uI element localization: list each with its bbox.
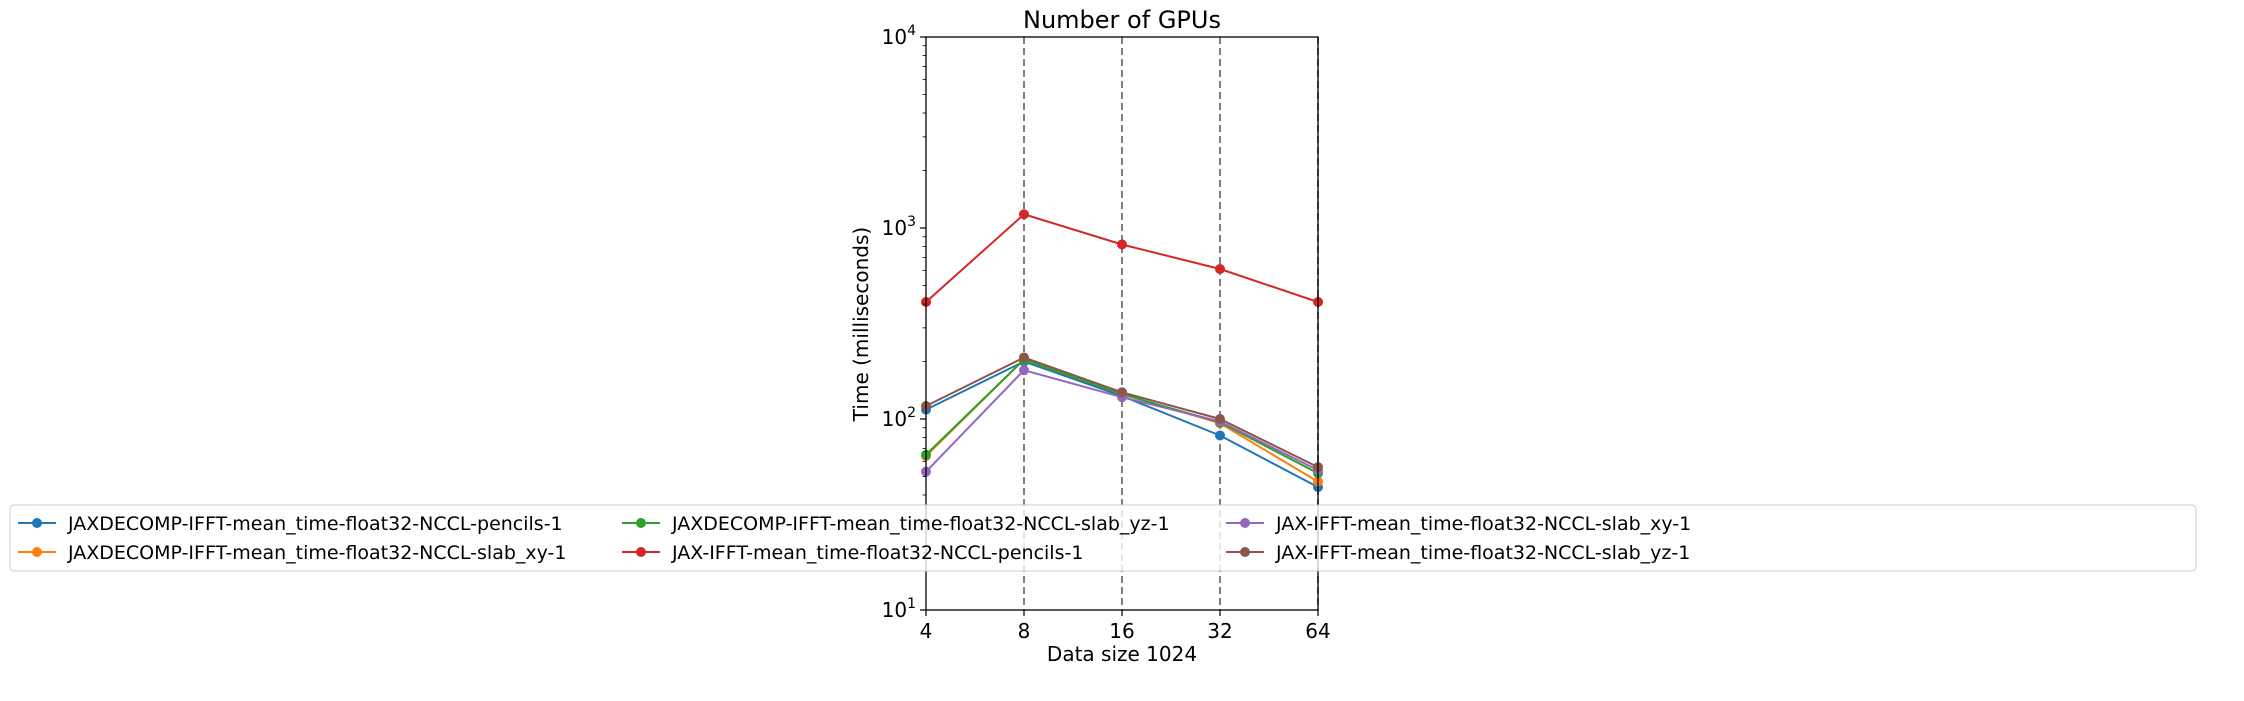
legend-entry: JAXDECOMP-IFFT-mean_time-float32-NCCL-sl… xyxy=(622,513,1170,535)
data-point xyxy=(1117,239,1127,250)
legend-marker xyxy=(32,547,42,557)
y-tick-label: 104 xyxy=(882,23,916,49)
legend-label: JAX-IFFT-mean_time-float32-NCCL-slab_xy-… xyxy=(1275,513,1691,535)
x-axis-ticks: 4 8 16 32 64 xyxy=(920,610,1331,643)
legend: JAXDECOMP-IFFT-mean_time-float32-NCCL-pe… xyxy=(9,504,2197,572)
x-tick-label: 16 xyxy=(1109,619,1134,643)
series-layer xyxy=(921,209,1323,493)
legend-marker xyxy=(636,547,646,557)
legend-marker xyxy=(1240,518,1250,528)
legend-label: JAXDECOMP-IFFT-mean_time-float32-NCCL-sl… xyxy=(671,513,1170,535)
legend-entry: JAX-IFFT-mean_time-float32-NCCL-slab_xy-… xyxy=(1226,513,1691,535)
legend-entry: JAX-IFFT-mean_time-float32-NCCL-pencils-… xyxy=(622,542,1083,564)
legend-label: JAXDECOMP-IFFT-mean_time-float32-NCCL-pe… xyxy=(67,513,563,535)
data-point xyxy=(1215,264,1225,275)
x-tick-label: 64 xyxy=(1305,619,1330,643)
data-point xyxy=(1019,209,1029,220)
legend-label: JAX-IFFT-mean_time-float32-NCCL-slab_yz-… xyxy=(1275,542,1690,564)
data-point xyxy=(1019,365,1029,376)
data-point xyxy=(1019,352,1029,363)
y-tick-label: 102 xyxy=(882,405,916,431)
x-tick-label: 4 xyxy=(920,619,933,643)
legend-marker xyxy=(1240,547,1250,557)
x-tick-label: 32 xyxy=(1207,619,1232,643)
x-axis-label: Data size 1024 xyxy=(1047,642,1197,666)
legend-label: JAXDECOMP-IFFT-mean_time-float32-NCCL-sl… xyxy=(67,542,567,564)
legend-entry: JAX-IFFT-mean_time-float32-NCCL-slab_yz-… xyxy=(1226,542,1690,564)
legend-marker xyxy=(636,518,646,528)
legend-label: JAX-IFFT-mean_time-float32-NCCL-pencils-… xyxy=(671,542,1083,564)
legend-marker xyxy=(32,518,42,528)
y-axis-label: Time (milliseconds) xyxy=(849,227,873,422)
x-tick-label: 8 xyxy=(1018,619,1031,643)
data-point xyxy=(1215,430,1225,441)
series-4 xyxy=(921,209,1323,307)
y-axis-ticks: 101 102 103 104 xyxy=(882,23,926,622)
legend-box xyxy=(9,504,2197,572)
y-tick-label: 101 xyxy=(882,596,916,622)
legend-entry: JAXDECOMP-IFFT-mean_time-float32-NCCL-sl… xyxy=(18,542,567,564)
data-point xyxy=(1215,414,1225,424)
chart-title: Number of GPUs xyxy=(1023,6,1221,34)
y-tick-label: 103 xyxy=(882,214,916,240)
legend-entry: JAXDECOMP-IFFT-mean_time-float32-NCCL-pe… xyxy=(18,513,563,535)
data-point xyxy=(1117,387,1127,398)
